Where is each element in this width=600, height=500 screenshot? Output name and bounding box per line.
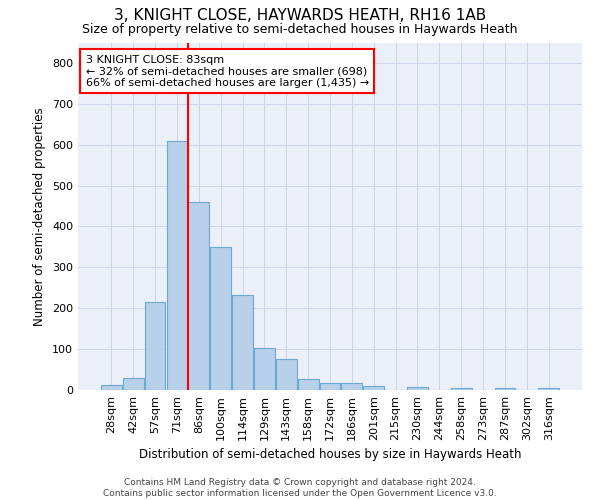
Bar [341, 383, 362, 390]
Text: 3 KNIGHT CLOSE: 83sqm
← 32% of semi-detached houses are smaller (698)
66% of sem: 3 KNIGHT CLOSE: 83sqm ← 32% of semi-deta… [86, 54, 369, 88]
Bar [123, 378, 143, 390]
Bar [364, 386, 384, 390]
Bar [254, 348, 275, 390]
Y-axis label: Number of semi-detached properties: Number of semi-detached properties [34, 107, 46, 326]
Bar [101, 385, 122, 390]
Bar [167, 140, 187, 390]
Bar [298, 378, 319, 390]
Text: 3, KNIGHT CLOSE, HAYWARDS HEATH, RH16 1AB: 3, KNIGHT CLOSE, HAYWARDS HEATH, RH16 1A… [114, 8, 486, 22]
Text: Size of property relative to semi-detached houses in Haywards Heath: Size of property relative to semi-detach… [82, 22, 518, 36]
Bar [188, 202, 209, 390]
X-axis label: Distribution of semi-detached houses by size in Haywards Heath: Distribution of semi-detached houses by … [139, 448, 521, 462]
Bar [451, 388, 472, 390]
Bar [145, 302, 166, 390]
Text: Contains HM Land Registry data © Crown copyright and database right 2024.
Contai: Contains HM Land Registry data © Crown c… [103, 478, 497, 498]
Bar [320, 383, 340, 390]
Bar [494, 388, 515, 390]
Bar [407, 386, 428, 390]
Bar [538, 388, 559, 390]
Bar [210, 247, 231, 390]
Bar [276, 360, 296, 390]
Bar [232, 295, 253, 390]
